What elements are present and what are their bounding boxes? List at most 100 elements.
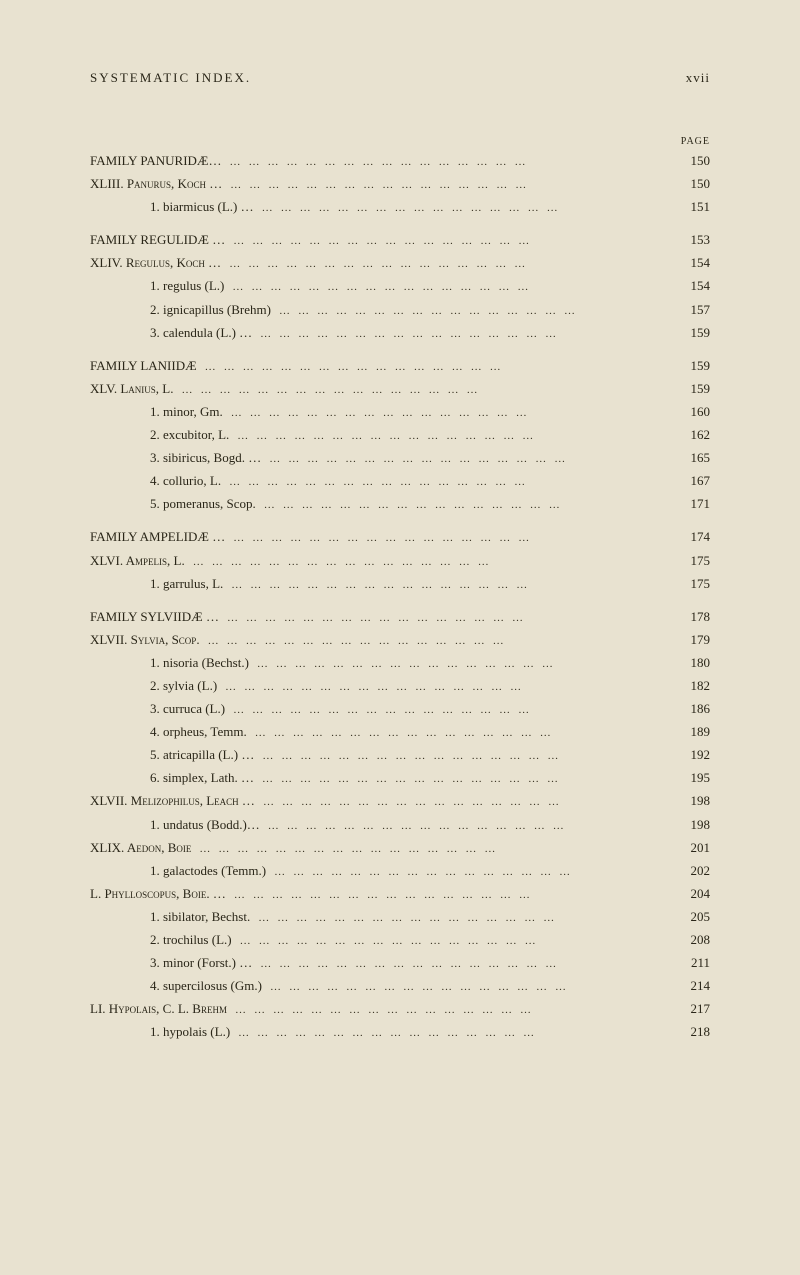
leader-dots: ………………………………………… <box>258 909 672 928</box>
index-entry: 3. calendula (L.) ……………………………………………159 <box>90 322 710 344</box>
leader-dots: ………………………………………… <box>270 978 672 997</box>
leader-dots: ………………………………………… <box>262 747 672 766</box>
entry-page: 195 <box>680 767 710 789</box>
index-entry: 1. regulus (L.)…………………………………………154 <box>90 275 710 297</box>
index-entry: FAMILY REGULIDÆ ……………………………………………153 <box>90 229 710 251</box>
index-entry: FAMILY PANURIDÆ……………………………………………150 <box>90 150 710 172</box>
entry-page: 175 <box>680 550 710 572</box>
index-entry: XLV. Lanius, L.…………………………………………159 <box>90 378 710 400</box>
leader-dots: ………………………………………… <box>199 840 672 859</box>
entry-label: 1. regulus (L.) <box>150 275 224 297</box>
entry-label: 1. minor, Gm. <box>150 401 223 423</box>
entry-label: FAMILY LANIIDÆ <box>90 355 197 377</box>
index-entry: XLVI. Ampelis, L. ………………………………………… 175 <box>90 550 710 572</box>
entry-label: XLVII. Sylvia, Scop. <box>90 629 200 651</box>
entry-label: 1. nisoria (Bechst.) <box>150 652 249 674</box>
entry-page: 150 <box>680 173 710 195</box>
leader-dots: ………………………………………… <box>233 232 672 251</box>
entry-label: FAMILY PANURIDÆ… <box>90 150 222 172</box>
entry-page: 198 <box>680 814 710 836</box>
section-gap <box>90 596 710 606</box>
entry-label: FAMILY REGULIDÆ … <box>90 229 225 251</box>
leader-dots: ………………………………………… <box>231 404 672 423</box>
leader-dots: ………………………………………… <box>255 724 672 743</box>
index-entry: XLIV. Regulus, Koch … ………………………………………… 154 <box>90 252 710 274</box>
section-gap <box>90 219 710 229</box>
index-container: FAMILY PANURIDÆ……………………………………………150XLIII… <box>90 150 710 1043</box>
index-entry: 2. trochilus (L.)…………………………………………208 <box>90 929 710 951</box>
entry-label: XLIII. Panurus, Koch … <box>90 173 222 195</box>
entry-page: 160 <box>680 401 710 423</box>
index-entry: XLVII. Sylvia, Scop.…………………………………………179 <box>90 629 710 651</box>
leader-dots: ………………………………………… <box>235 1001 672 1020</box>
leader-dots: ………………………………………… <box>240 932 672 951</box>
entry-label: FAMILY SYLVIIDÆ … <box>90 606 219 628</box>
section-gap <box>90 516 710 526</box>
entry-page: 151 <box>680 196 710 218</box>
entry-label: XLIV. Regulus, Koch … <box>90 252 221 274</box>
index-entry: XLVII. Melizophilus, Leach …………………………………… <box>90 790 710 812</box>
index-entry: 5. atricapilla (L.) ……………………………………………192 <box>90 744 710 766</box>
entry-label: 3. curruca (L.) <box>150 698 225 720</box>
entry-page: 204 <box>680 883 710 905</box>
entry-label: 5. pomeranus, Scop. <box>150 493 256 515</box>
entry-page: 211 <box>680 952 710 974</box>
entry-label: L. Phylloscopus, Boie. … <box>90 883 226 905</box>
entry-page: 186 <box>680 698 710 720</box>
entry-label: LI. Hypolais, C. L. Brehm <box>90 998 227 1020</box>
index-entry: 1. undatus (Bodd.)……………………………………………198 <box>90 814 710 836</box>
index-entry: FAMILY AMPELIDÆ ……………………………………………174 <box>90 526 710 548</box>
header-roman: xvii <box>686 70 710 86</box>
entry-page: 218 <box>680 1021 710 1043</box>
leader-dots: ………………………………………… <box>229 255 672 274</box>
entry-page: 189 <box>680 721 710 743</box>
entry-label: 2. sylvia (L.) <box>150 675 217 697</box>
entry-label: 1. garrulus, L. <box>150 573 223 595</box>
entry-page: 165 <box>680 447 710 469</box>
leader-dots: ………………………………………… <box>274 863 672 882</box>
entry-page: 154 <box>680 252 710 274</box>
entry-label: 1. hypolais (L.) <box>150 1021 230 1043</box>
entry-label: 3. minor (Forst.) … <box>150 952 252 974</box>
index-entry: 1. galactodes (Temm.)…………………………………………202 <box>90 860 710 882</box>
leader-dots: ………………………………………… <box>230 176 672 195</box>
header-title: SYSTEMATIC INDEX. <box>90 70 251 86</box>
index-entry: FAMILY SYLVIIDÆ ……………………………………………178 <box>90 606 710 628</box>
leader-dots: ………………………………………… <box>205 358 672 377</box>
entry-page: 192 <box>680 744 710 766</box>
leader-dots: ………………………………………… <box>227 609 672 628</box>
index-entry: 4. orpheus, Temm.…………………………………………189 <box>90 721 710 743</box>
header-row: SYSTEMATIC INDEX. xvii <box>90 70 710 86</box>
index-entry: L. Phylloscopus, Boie. … …………………………………………… <box>90 883 710 905</box>
entry-label: 6. simplex, Lath. … <box>150 767 254 789</box>
entry-page: 202 <box>680 860 710 882</box>
leader-dots: ………………………………………… <box>234 886 672 905</box>
entry-label: 2. excubitor, L. <box>150 424 229 446</box>
entry-page: 180 <box>680 652 710 674</box>
leader-dots: ………………………………………… <box>269 450 672 469</box>
entry-page: 179 <box>680 629 710 651</box>
entry-page: 201 <box>680 837 710 859</box>
entry-page: 175 <box>680 573 710 595</box>
leader-dots: ………………………………………… <box>225 678 672 697</box>
leader-dots: ………………………………………… <box>257 655 672 674</box>
entry-page: 159 <box>680 322 710 344</box>
entry-label: 3. calendula (L.) … <box>150 322 252 344</box>
page-label: PAGE <box>90 136 710 147</box>
index-entry: 1. garrulus, L.…………………………………………175 <box>90 573 710 595</box>
index-entry: 1. nisoria (Bechst.) ………………………………………… 180 <box>90 652 710 674</box>
entry-label: 1. biarmicus (L.) … <box>150 196 254 218</box>
leader-dots: ………………………………………… <box>260 955 672 974</box>
index-entry: 1. minor, Gm. ………………………………………… 160 <box>90 401 710 423</box>
entry-label: 2. ignicapillus (Brehm) <box>150 299 271 321</box>
leader-dots: ………………………………………… <box>233 701 672 720</box>
index-entry: 5. pomeranus, Scop.…………………………………………171 <box>90 493 710 515</box>
entry-label: FAMILY AMPELIDÆ … <box>90 526 225 548</box>
entry-label: XLVI. Ampelis, L. <box>90 550 185 572</box>
entry-page: 167 <box>680 470 710 492</box>
leader-dots: ………………………………………… <box>181 381 672 400</box>
leader-dots: ………………………………………… <box>232 278 672 297</box>
leader-dots: ………………………………………… <box>264 496 672 515</box>
leader-dots: ………………………………………… <box>193 553 672 572</box>
leader-dots: ………………………………………… <box>268 817 672 836</box>
